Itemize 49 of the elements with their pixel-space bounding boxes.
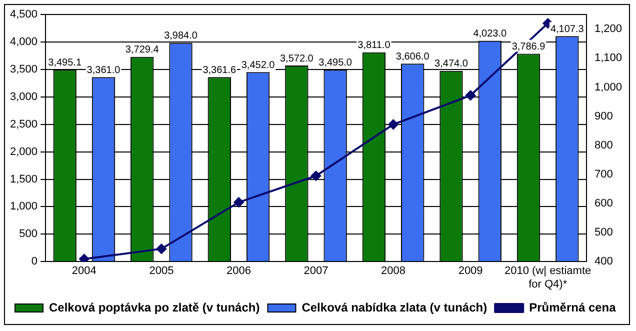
y-tick-label: 3,000 (10, 90, 38, 103)
data-label: 3,495.1 (48, 58, 82, 69)
y2-tick-label: 1,200 (594, 23, 622, 36)
y-tick-label: 3,500 (10, 64, 38, 76)
data-label: 3,729.4 (125, 44, 160, 56)
data-label: 3,474.0 (434, 58, 468, 70)
x-tick-label: 2006 (226, 265, 251, 278)
y2-tick-label: 400 (594, 256, 613, 268)
x-tick-label: 2004 (72, 265, 96, 278)
data-label: 3,606.0 (396, 51, 430, 62)
y2-tick-label: 500 (594, 226, 613, 239)
data-label: 3,361.6 (202, 64, 237, 76)
data-label: 3,811.0 (358, 40, 391, 52)
point (156, 244, 166, 254)
data-label: 3,495.0 (318, 58, 352, 69)
y-tick-label: 2,000 (10, 146, 38, 158)
y2-tick-label: 600 (594, 198, 613, 210)
y2-tick-label: 1,000 (594, 81, 622, 94)
y2-tick-label: 900 (594, 110, 613, 122)
data-label: 3,361.0 (86, 64, 121, 76)
point (234, 197, 244, 208)
y-tick-label: 0 (31, 256, 38, 268)
data-label: 4,107.3 (550, 24, 584, 35)
x-tick-label: 2007 (304, 265, 328, 278)
data-label: 3,786.9 (512, 41, 546, 52)
data-label: 4,023.0 (473, 28, 507, 40)
y-tick-label: 1,000 (10, 200, 38, 213)
data-label: 3,452.0 (241, 60, 276, 71)
y-tick-label: 4,000 (10, 36, 38, 48)
y2-tick-label: 1,100 (594, 52, 622, 64)
y2-tick-label: 700 (594, 168, 613, 180)
point (466, 90, 476, 100)
y-tick-label: 500 (19, 228, 38, 240)
point (311, 170, 321, 181)
data-label: 3,984.0 (164, 30, 198, 42)
y-tick-label: 4,500 (10, 8, 38, 21)
x-tick-label: 2009 (458, 265, 483, 278)
x-tick-label: 2010 (w| estiamte for Q4)* (504, 265, 592, 290)
legend-label: Celková poptávka po zlatě (v tunách) (49, 300, 260, 314)
data-label: 3,572.0 (280, 53, 314, 64)
y-tick-label: 2,500 (10, 118, 38, 130)
x-tick-label: 2005 (149, 265, 174, 278)
legend-label: Celková nabídka zlata (v tunách) (302, 300, 488, 314)
y2-tick-label: 800 (594, 139, 613, 152)
legend-label: Průměrná cena (529, 300, 616, 314)
x-tick-label: 2008 (381, 265, 406, 278)
point (388, 119, 398, 130)
y-tick-label: 1,500 (10, 173, 38, 186)
point (79, 254, 90, 262)
